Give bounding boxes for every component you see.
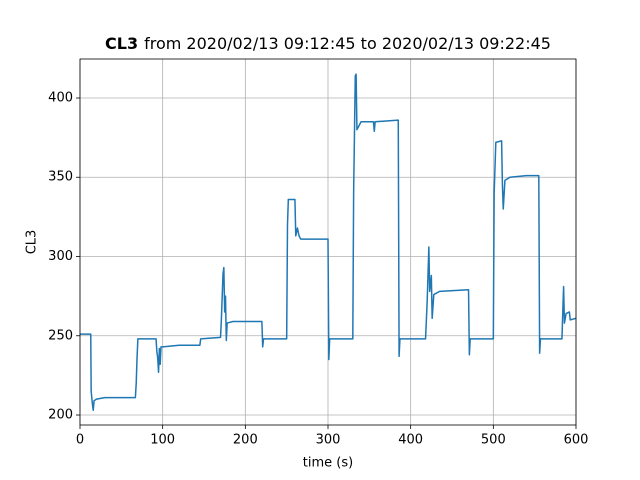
y-tick-label: 350 [48, 170, 73, 185]
x-tick-label: 0 [76, 433, 84, 448]
x-tick-label: 300 [316, 433, 341, 448]
y-tick-label: 400 [48, 90, 73, 105]
y-tick-label: 300 [48, 249, 73, 264]
x-tick-label: 400 [398, 433, 423, 448]
x-tick-label: 500 [481, 433, 506, 448]
y-tick-label: 250 [48, 328, 73, 343]
title-bold: CL3 [105, 34, 138, 53]
y-axis-label: CL3 [25, 230, 40, 255]
plot-frame [79, 58, 577, 426]
y-tick-label: 200 [48, 408, 73, 423]
x-tick-label: 100 [150, 433, 175, 448]
x-axis-label: time (s) [303, 456, 353, 471]
chart-title: CL3 from 2020/02/13 09:12:45 to 2020/02/1… [105, 34, 551, 53]
x-tick-label: 200 [233, 433, 258, 448]
title-range: from 2020/02/13 09:12:45 to 2020/02/13 0… [144, 34, 551, 53]
data-line [80, 73, 577, 412]
x-tick-label: 600 [564, 433, 589, 448]
